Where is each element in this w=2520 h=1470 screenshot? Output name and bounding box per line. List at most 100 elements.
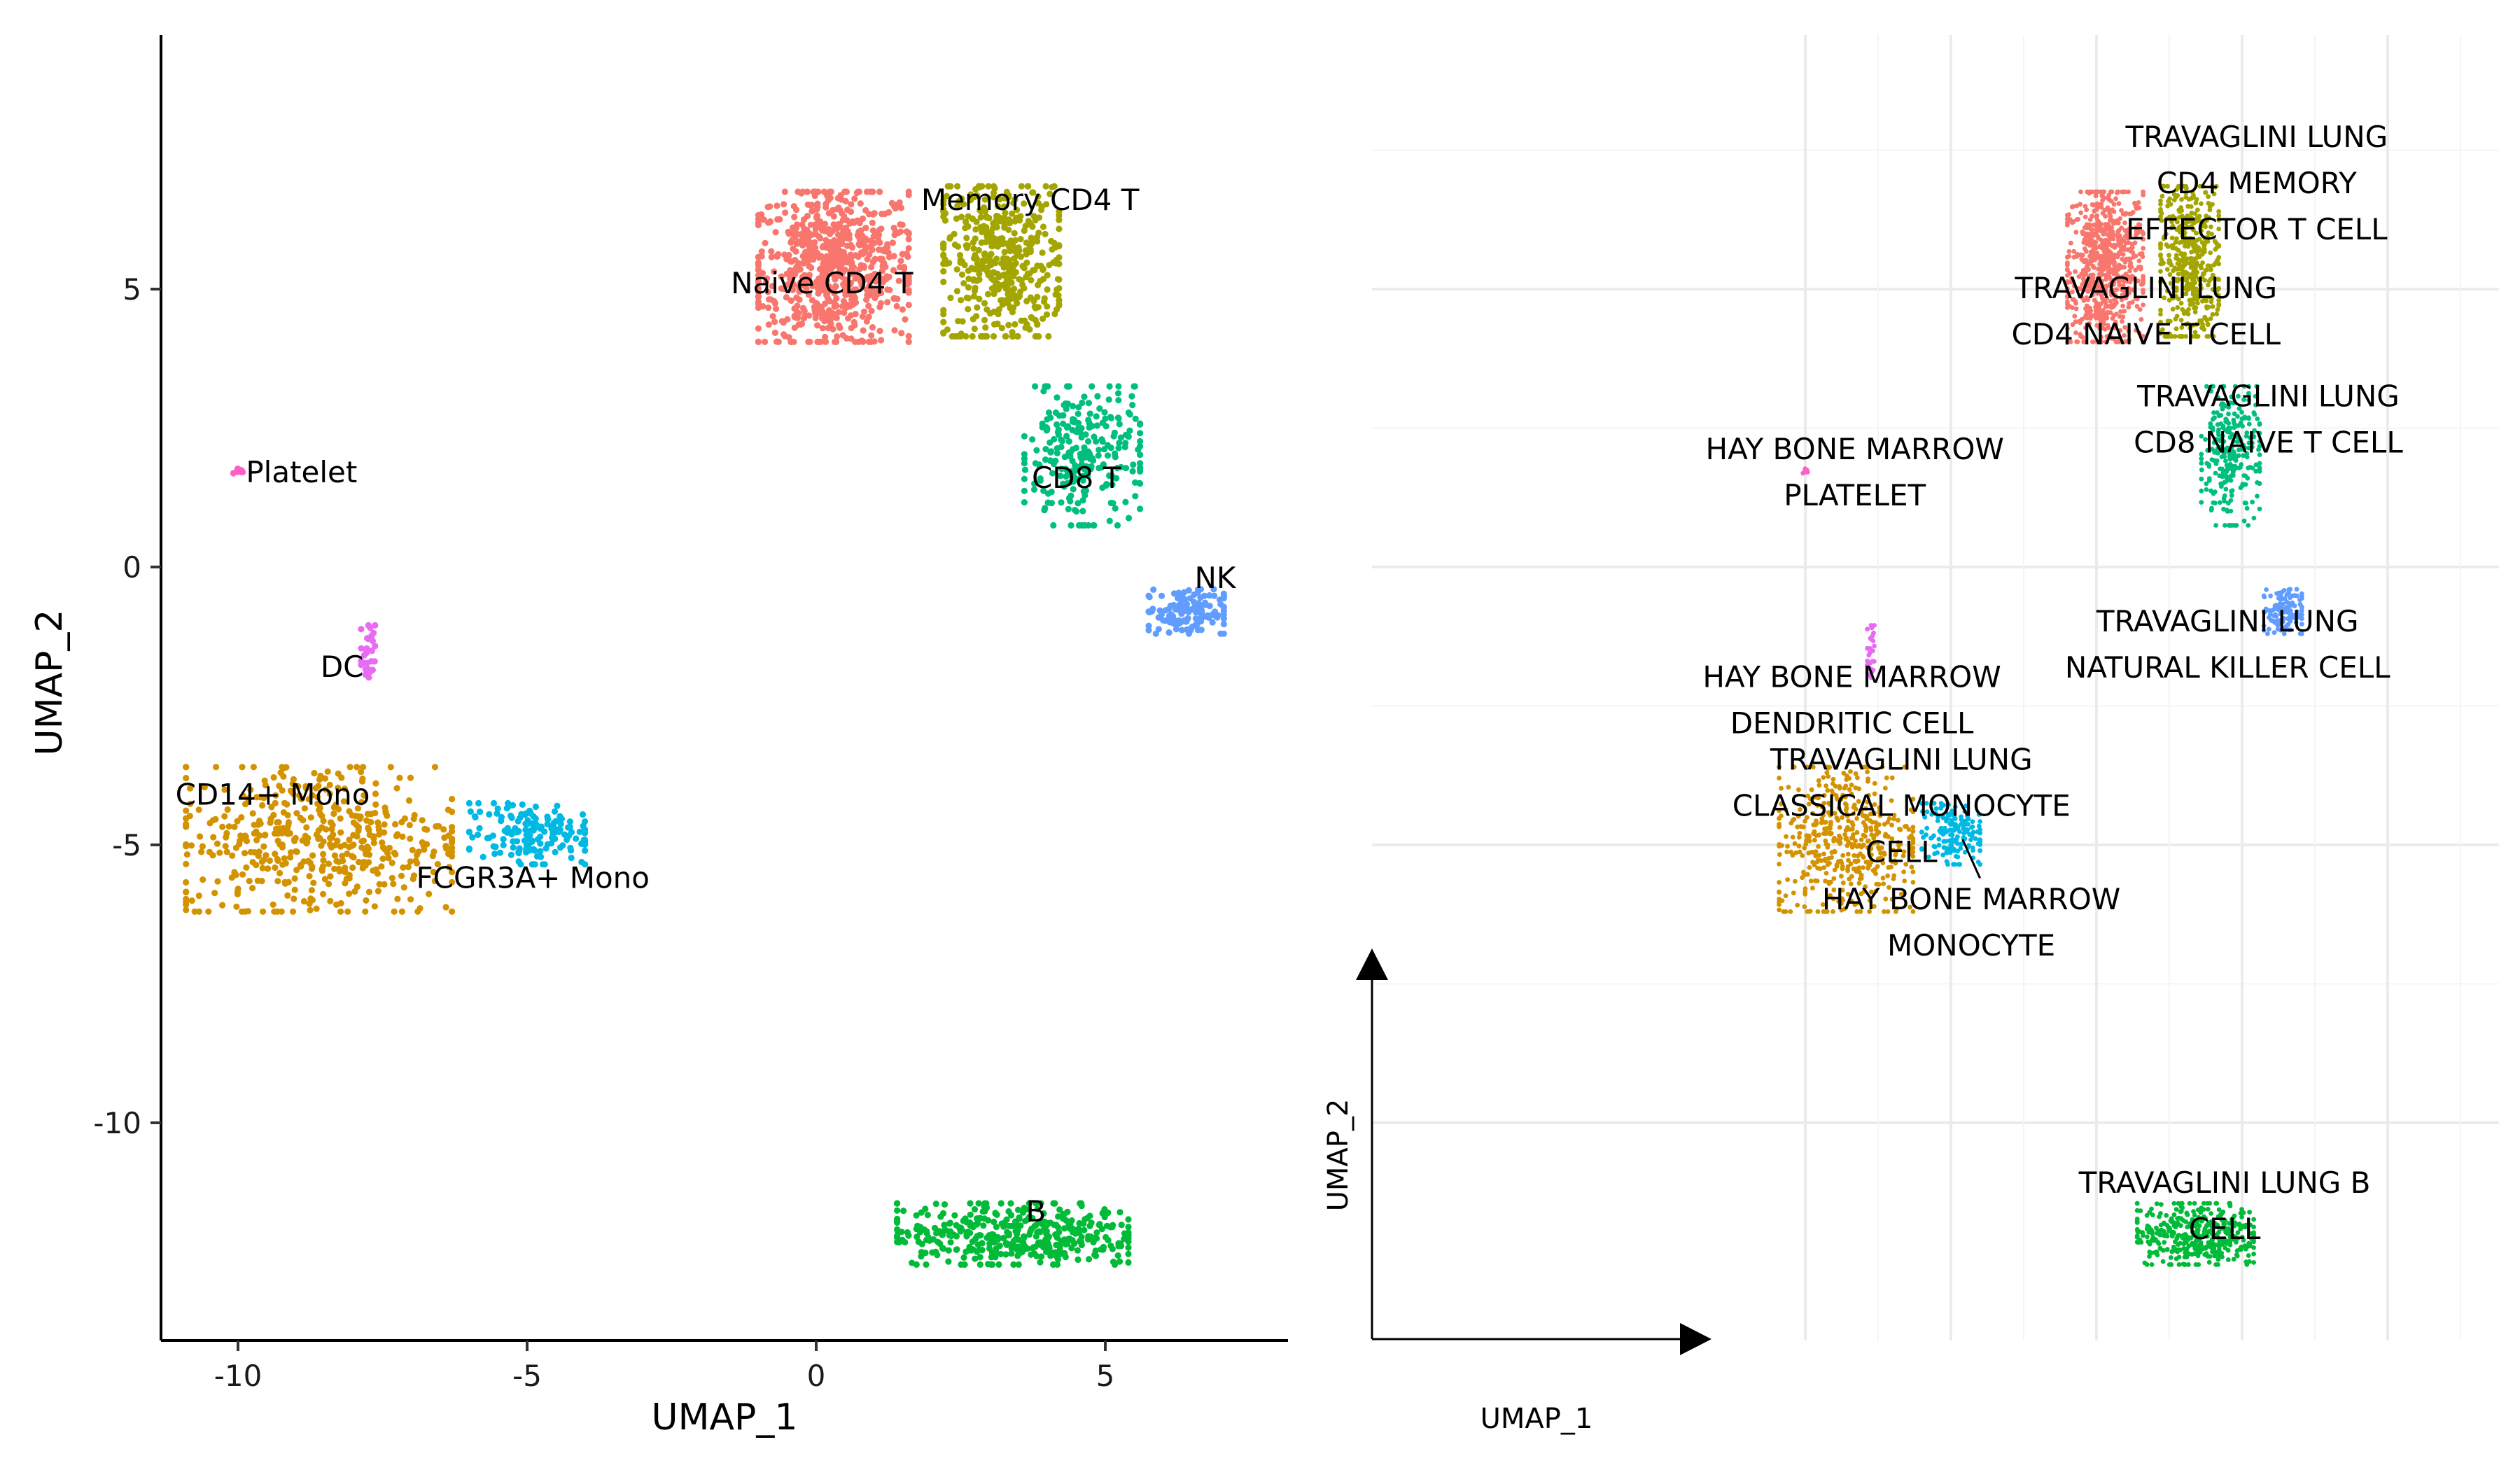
point-naive-cd4-t <box>755 272 762 279</box>
point-memory-cd4-t <box>1016 293 1023 300</box>
point-cd14-mono <box>446 864 453 871</box>
point-memory-cd4-t <box>954 243 962 250</box>
point-cd14-mono <box>293 848 300 855</box>
point-fcgr3a-mono <box>490 799 498 807</box>
point-naive-cd4-t <box>2118 309 2123 314</box>
point-b <box>1084 1214 1091 1222</box>
point-cd8-t <box>1135 446 1142 453</box>
point-fcgr3a-mono <box>513 829 520 836</box>
point-cd8-t <box>2217 444 2222 449</box>
point-cd8-t <box>2211 500 2216 505</box>
point-cd14-mono <box>188 897 195 904</box>
point-memory-cd4-t <box>2192 288 2197 293</box>
point-b <box>995 1261 1002 1268</box>
point-b <box>1052 1231 1059 1238</box>
point-fcgr3a-mono <box>484 834 491 841</box>
point-naive-cd4-t <box>833 338 840 345</box>
point-naive-cd4-t <box>865 302 872 309</box>
point-cd14-mono <box>295 783 302 790</box>
point-cd14-mono <box>393 832 400 839</box>
point-memory-cd4-t <box>976 276 983 283</box>
point-naive-cd4-t <box>870 233 877 240</box>
point-b <box>1060 1225 1068 1232</box>
point-memory-cd4-t <box>2161 260 2166 266</box>
point-cd8-t <box>2218 413 2224 418</box>
point-b <box>948 1232 955 1240</box>
point-memory-cd4-t <box>2192 330 2198 335</box>
point-naive-cd4-t <box>848 335 855 342</box>
point-cd14-mono <box>244 795 251 802</box>
point-memory-cd4-t <box>2165 183 2170 189</box>
point-naive-cd4-t <box>2075 340 2080 344</box>
point-cd8-t <box>1078 425 1085 432</box>
point-naive-cd4-t <box>2065 267 2070 273</box>
point-memory-cd4-t <box>979 257 986 264</box>
point-b <box>1044 1248 1051 1255</box>
point-nk <box>1182 618 1189 625</box>
point-b <box>2171 1200 2177 1206</box>
point-nk <box>1170 620 1177 626</box>
point-naive-cd4-t <box>818 304 825 311</box>
point-cd14-mono <box>307 814 314 821</box>
point-naive-cd4-t <box>791 214 798 220</box>
point-naive-cd4-t <box>2138 265 2143 270</box>
point-cd14-mono <box>195 806 202 813</box>
point-cd8-t <box>2227 426 2233 431</box>
point-memory-cd4-t <box>1041 295 1048 302</box>
point-memory-cd4-t <box>990 332 997 340</box>
point-memory-cd4-t <box>2176 271 2181 276</box>
point-naive-cd4-t <box>755 288 762 295</box>
point-cd8-t <box>2238 420 2244 426</box>
point-memory-cd4-t <box>2182 237 2188 241</box>
point-naive-cd4-t <box>2087 283 2093 288</box>
point-b <box>953 1246 960 1253</box>
point-memory-cd4-t <box>2192 309 2198 315</box>
point-dc <box>365 674 372 681</box>
point-naive-cd4-t <box>2116 279 2122 284</box>
point-b <box>1031 1222 1038 1230</box>
point-naive-cd4-t <box>2136 222 2141 227</box>
point-cd14-mono <box>1821 851 1826 857</box>
point-cd14-mono <box>298 795 304 802</box>
point-cd14-mono <box>183 841 190 848</box>
point-cd14-mono <box>304 858 312 864</box>
point-fcgr3a-mono <box>490 843 497 850</box>
point-cd14-mono <box>375 823 382 831</box>
point-cd8-t <box>1137 468 1144 475</box>
point-cd14-mono <box>1852 858 1858 864</box>
point-cd14-mono <box>321 775 328 782</box>
point-naive-cd4-t <box>848 324 855 332</box>
point-cd14-mono <box>388 860 396 867</box>
point-cd14-mono <box>365 845 372 853</box>
point-naive-cd4-t <box>2104 249 2109 255</box>
point-cd14-mono <box>368 818 374 826</box>
point-b <box>953 1222 960 1228</box>
point-cd14-mono <box>279 841 286 848</box>
point-cd14-mono <box>1840 853 1846 858</box>
point-naive-cd4-t <box>2141 278 2146 284</box>
point-memory-cd4-t <box>999 301 1006 308</box>
point-cd8-t <box>1047 449 1054 456</box>
point-memory-cd4-t <box>2202 295 2207 300</box>
point-naive-cd4-t <box>2109 225 2114 230</box>
point-naive-cd4-t <box>813 214 820 221</box>
point-naive-cd4-t <box>2082 204 2088 209</box>
point-nk <box>1183 601 1190 608</box>
point-memory-cd4-t <box>970 276 977 284</box>
point-naive-cd4-t <box>2104 276 2108 282</box>
point-memory-cd4-t <box>1034 321 1041 328</box>
point-fcgr3a-mono <box>566 818 574 825</box>
point-memory-cd4-t <box>2182 258 2188 264</box>
point-cd14-mono <box>249 885 256 892</box>
point-memory-cd4-t <box>994 203 1002 210</box>
point-memory-cd4-t <box>2208 267 2213 272</box>
point-fcgr3a-mono <box>1957 862 1963 867</box>
point-b <box>1022 1217 1029 1224</box>
point-b <box>953 1233 960 1240</box>
point-cd14-mono <box>1851 853 1857 858</box>
point-memory-cd4-t <box>2185 204 2191 209</box>
point-cd14-mono <box>1779 898 1785 903</box>
point-memory-cd4-t <box>2188 260 2193 266</box>
point-cd14-mono <box>320 850 327 858</box>
